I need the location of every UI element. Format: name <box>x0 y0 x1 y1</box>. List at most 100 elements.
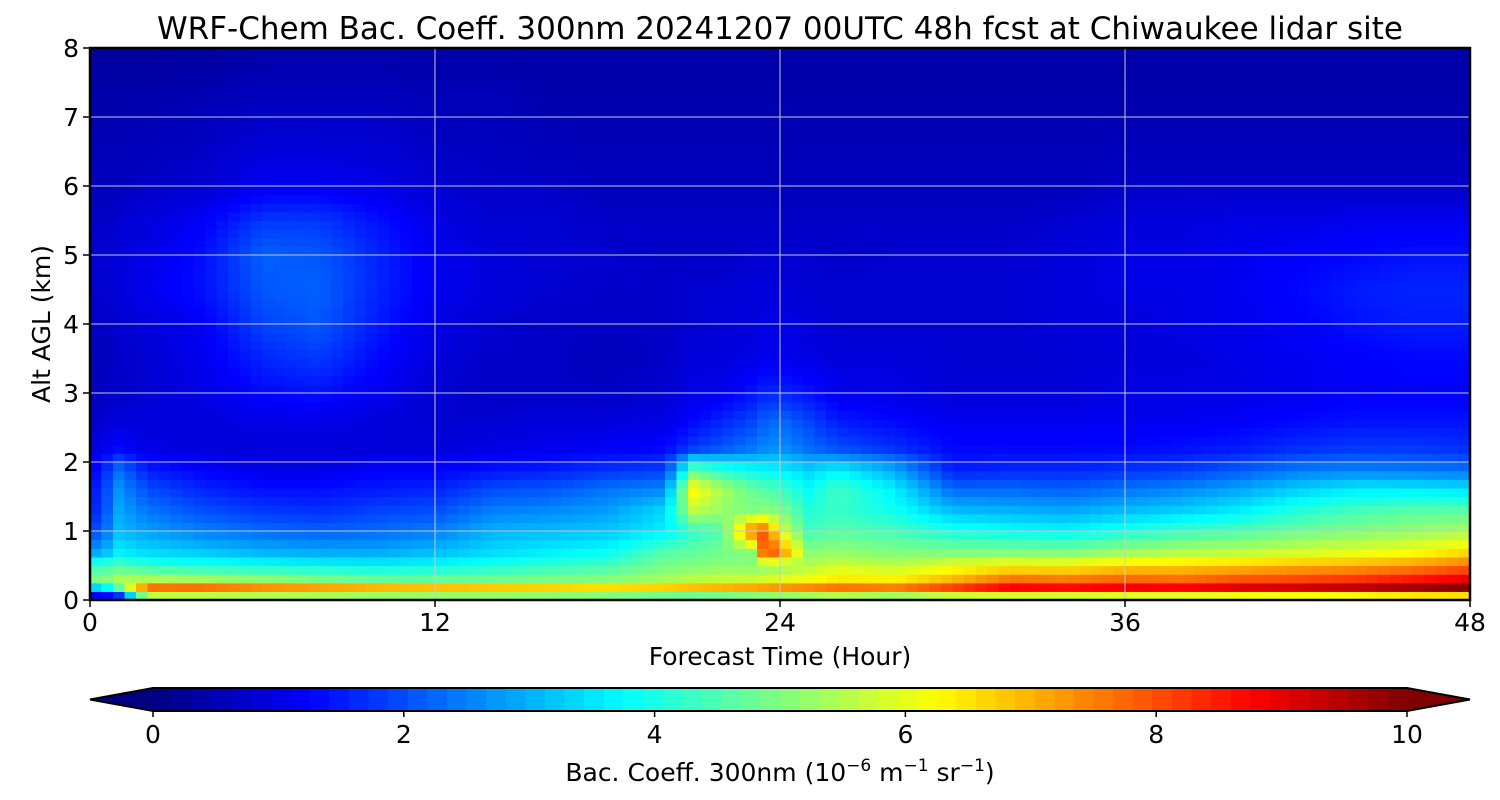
heatmap-cell <box>676 298 689 308</box>
heatmap-cell <box>918 574 931 584</box>
heatmap-cell <box>653 479 666 489</box>
heatmap-cell <box>642 125 655 135</box>
heatmap-cell <box>826 548 839 558</box>
heatmap-cell <box>366 108 379 118</box>
heatmap-cell <box>883 574 896 584</box>
heatmap-cell <box>377 582 390 592</box>
heatmap-cell <box>803 444 816 454</box>
heatmap-cell <box>538 479 551 489</box>
heatmap-cell <box>343 479 356 489</box>
heatmap-cell <box>90 194 103 204</box>
heatmap-cell <box>883 82 896 92</box>
heatmap-cell <box>826 513 839 523</box>
heatmap-cell <box>136 203 149 213</box>
heatmap-cell <box>584 48 597 58</box>
heatmap-cell <box>745 73 758 84</box>
heatmap-cell <box>584 203 597 213</box>
heatmap-cell <box>791 56 804 66</box>
heatmap-cell <box>941 436 954 446</box>
heatmap-cell <box>124 73 137 84</box>
heatmap-cell <box>630 117 643 127</box>
heatmap-cell <box>90 315 103 325</box>
heatmap-cell <box>791 168 804 178</box>
heatmap-cell <box>481 375 494 385</box>
heatmap-cell <box>504 384 517 394</box>
heatmap-cell <box>469 48 482 58</box>
heatmap-cell <box>101 436 114 446</box>
heatmap-cell <box>481 513 494 523</box>
heatmap-cell <box>941 591 954 600</box>
heatmap-cell <box>653 522 666 532</box>
heatmap-cell <box>745 82 758 92</box>
heatmap-cell <box>791 539 804 549</box>
heatmap-cell <box>297 56 310 66</box>
heatmap-cell <box>584 332 597 342</box>
heatmap-cell <box>872 591 885 600</box>
heatmap-cell <box>492 246 505 256</box>
heatmap-cell <box>860 65 873 75</box>
heatmap-cell <box>423 358 436 368</box>
heatmap-cell <box>791 479 804 489</box>
heatmap-cell <box>734 306 747 316</box>
heatmap-cell <box>607 410 620 420</box>
heatmap-cell <box>90 401 103 411</box>
heatmap-cell <box>860 48 873 58</box>
heatmap-cell <box>377 358 390 368</box>
heatmap-cell <box>90 211 103 222</box>
heatmap-cell <box>354 65 367 75</box>
heatmap-cell <box>481 108 494 118</box>
heatmap-cell <box>619 548 632 558</box>
heatmap-cell <box>458 444 471 454</box>
heatmap-cell <box>952 436 965 446</box>
heatmap-cell <box>297 591 310 600</box>
heatmap-cell <box>262 582 275 592</box>
heatmap-cell <box>826 574 839 584</box>
heatmap-cell <box>170 160 183 170</box>
heatmap-cell <box>136 487 149 498</box>
heatmap-cell <box>331 91 344 101</box>
heatmap-cell <box>688 358 701 368</box>
heatmap-cell <box>239 117 252 127</box>
heatmap-cell <box>872 246 885 256</box>
heatmap-cell <box>768 513 781 523</box>
heatmap-cell <box>101 410 114 420</box>
heatmap-cell <box>136 315 149 325</box>
heatmap-cell <box>331 160 344 170</box>
heatmap-cell <box>607 462 620 472</box>
heatmap-cell <box>389 134 402 144</box>
heatmap-cell <box>446 117 459 127</box>
heatmap-cell <box>929 160 942 170</box>
heatmap-cell <box>630 246 643 256</box>
heatmap-cell <box>964 479 977 489</box>
heatmap-cell <box>297 341 310 351</box>
heatmap-cell <box>343 531 356 541</box>
heatmap-cell <box>124 556 137 567</box>
heatmap-cell <box>297 487 310 498</box>
heatmap-cell <box>722 324 735 334</box>
heatmap-cell <box>561 289 574 299</box>
heatmap-cell <box>170 582 183 592</box>
heatmap-cell <box>113 453 126 463</box>
heatmap-cell <box>205 565 218 575</box>
heatmap-cell <box>826 367 839 377</box>
heatmap-cell <box>780 237 793 247</box>
heatmap-cell <box>354 91 367 101</box>
heatmap-cell <box>274 220 287 230</box>
heatmap-cell <box>895 211 908 222</box>
heatmap-cell <box>849 186 862 196</box>
heatmap-cell <box>492 496 505 506</box>
heatmap-cell <box>676 315 689 325</box>
heatmap-cell <box>607 99 620 109</box>
heatmap-cell <box>791 574 804 584</box>
heatmap-cell <box>469 168 482 178</box>
heatmap-cell <box>596 375 609 385</box>
heatmap-cell <box>642 168 655 178</box>
heatmap-cell <box>653 117 666 127</box>
heatmap-cell <box>550 160 563 170</box>
heatmap-cell <box>481 401 494 411</box>
heatmap-cell <box>101 125 114 135</box>
heatmap-cell <box>941 556 954 567</box>
heatmap-cell <box>170 168 183 178</box>
heatmap-cell <box>550 263 563 273</box>
heatmap-cell <box>791 263 804 273</box>
